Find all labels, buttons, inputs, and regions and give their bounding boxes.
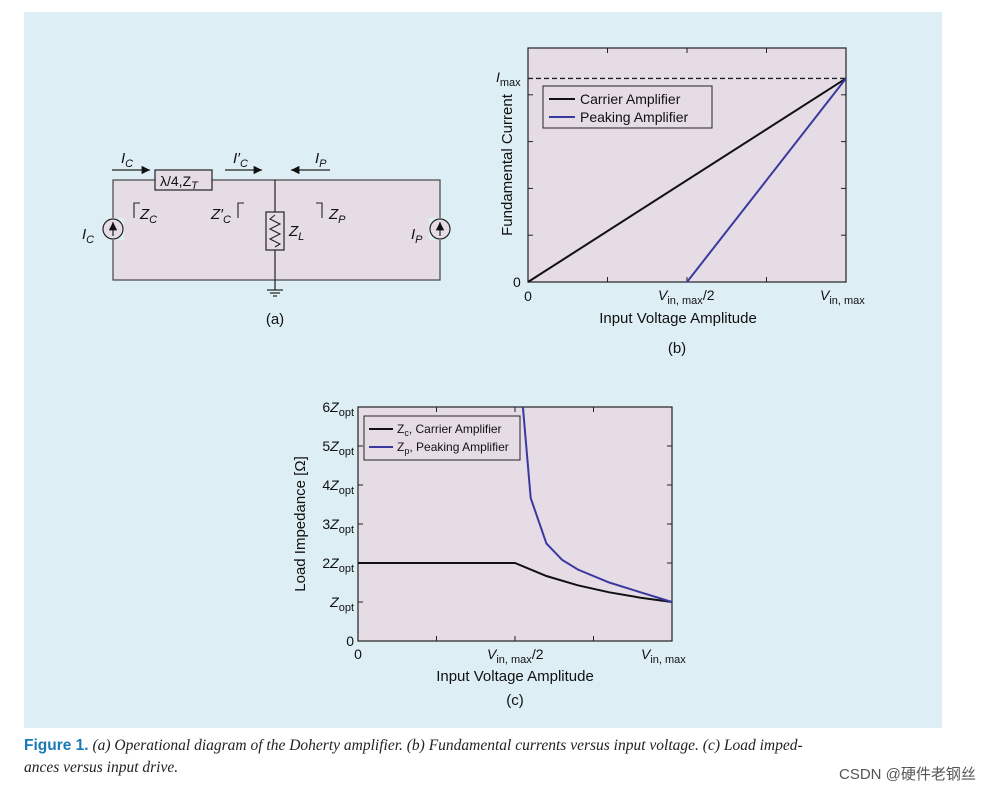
peaking-impedance-line	[521, 406, 673, 603]
panel-a-label: (a)	[266, 311, 284, 328]
xtick-max: Vin, max	[820, 287, 865, 307]
chart-c-ytick-label: 5Zopt	[322, 438, 354, 458]
tline-label: λ/4,ZT	[160, 173, 199, 192]
legend-zc-label: Zc, Carrier Amplifier	[397, 422, 502, 438]
legend-peaking-label: Peaking Amplifier	[580, 109, 689, 125]
chart-c-ytick-label: 0	[346, 633, 354, 649]
c-xtick-max: Vin, max	[641, 646, 686, 666]
ground-icon	[267, 289, 283, 297]
circuit-diagram: λ/4,ZT IC I′C IP ZC	[82, 150, 451, 328]
legend-carrier-label: Carrier Amplifier	[580, 91, 681, 107]
figure-caption: Figure 1. (a) Operational diagram of the…	[24, 735, 924, 779]
chart-c-ytick-label: 3Zopt	[322, 516, 354, 536]
zl-label: ZL	[288, 223, 304, 243]
ytick-zero: 0	[513, 274, 521, 290]
panel-c-label: (c)	[506, 692, 524, 709]
zcprime-label: Z′C	[210, 206, 231, 226]
watermark: CSDN @硬件老钢丝	[839, 766, 976, 783]
chart-c-ytick-label: 4Zopt	[322, 477, 354, 497]
ic-top-label: IC	[121, 150, 133, 170]
ic-source-label: IC	[82, 226, 94, 246]
chart-c-legend: Zc, Carrier Amplifier Zp, Peaking Amplif…	[363, 415, 521, 461]
chart-c-ytick-label: 6Zopt	[322, 399, 354, 419]
chart-c-xlabel: Input Voltage Amplitude	[436, 668, 594, 685]
peaking-current-line	[686, 77, 847, 283]
xtick-half: Vin, max/2	[658, 287, 715, 307]
caption-text-line2: ances versus input drive.	[24, 759, 179, 776]
quarter-wave-line	[154, 169, 213, 191]
ip-top-label: IP	[315, 150, 327, 170]
chart-b-legend: Carrier Amplifier Peaking Amplifier	[542, 85, 713, 129]
chart-b-ylabel: Fundamental Current	[499, 93, 516, 236]
ip-source-label: IP	[411, 226, 423, 246]
caption-text: (a) Operational diagram of the Doherty a…	[88, 737, 803, 754]
c-xtick-zero: 0	[354, 646, 362, 662]
carrier-current-line	[527, 77, 847, 283]
chart-b: Carrier Amplifier Peaking Amplifier Imax…	[496, 47, 865, 357]
chart-b-plot-area	[527, 47, 847, 283]
panel-b-label: (b)	[668, 340, 686, 357]
chart-c: Zc, Carrier Amplifier Zp, Peaking Amplif…	[292, 399, 686, 709]
zc-label: ZC	[139, 206, 157, 226]
xtick-zero: 0	[524, 288, 532, 304]
peaking-current-source-icon	[429, 218, 451, 240]
ytick-imax: Imax	[496, 69, 521, 89]
c-xtick-half: Vin, max/2	[487, 646, 544, 666]
legend-zp-label: Zp, Peaking Amplifier	[397, 440, 509, 456]
carrier-current-source-icon	[102, 218, 124, 240]
icprime-label: I′C	[233, 150, 248, 170]
chart-c-ytick-label: 2Zopt	[322, 555, 354, 575]
chart-c-ytick-label: Zopt	[329, 594, 354, 614]
carrier-impedance-line	[358, 562, 673, 603]
chart-c-ylabel: Load Impedance [Ω]	[292, 456, 309, 591]
zp-label: ZP	[328, 206, 346, 226]
figure-label: Figure 1.	[24, 737, 89, 754]
chart-b-xlabel: Input Voltage Amplitude	[599, 310, 757, 327]
